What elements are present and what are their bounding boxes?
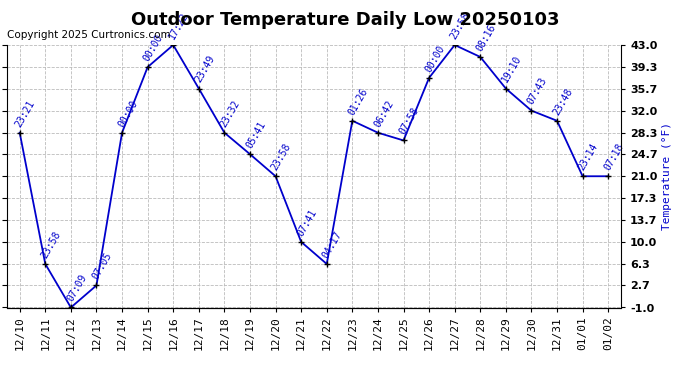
Text: 00:00: 00:00	[116, 98, 139, 129]
Text: 23:58: 23:58	[39, 230, 63, 260]
Text: 08:16: 08:16	[475, 22, 497, 53]
Text: 05:41: 05:41	[244, 120, 268, 150]
Text: Copyright 2025 Curtronics.com: Copyright 2025 Curtronics.com	[7, 30, 170, 40]
Text: 23:48: 23:48	[551, 86, 575, 117]
Text: 01:26: 01:26	[346, 86, 370, 117]
Text: 23:58: 23:58	[448, 10, 472, 41]
Text: 07:05: 07:05	[90, 251, 114, 281]
Text: 07:18: 07:18	[602, 142, 626, 172]
Text: 07:58: 07:58	[397, 106, 421, 136]
Text: 19:10: 19:10	[500, 54, 523, 84]
Text: 07:43: 07:43	[526, 76, 549, 106]
Text: Outdoor Temperature Daily Low 20250103: Outdoor Temperature Daily Low 20250103	[130, 11, 560, 29]
Text: 06:42: 06:42	[372, 98, 395, 129]
Text: 04:17: 04:17	[321, 230, 344, 260]
Text: 23:32: 23:32	[219, 98, 242, 129]
Y-axis label: Temperature (°F): Temperature (°F)	[662, 122, 672, 230]
Text: 07:09: 07:09	[65, 273, 88, 303]
Text: 23:21: 23:21	[14, 98, 37, 129]
Text: 17:22: 17:22	[168, 10, 190, 41]
Text: 00:00: 00:00	[423, 43, 446, 74]
Text: 00:00: 00:00	[141, 33, 165, 63]
Text: 23:49: 23:49	[193, 54, 216, 84]
Text: 23:58: 23:58	[270, 142, 293, 172]
Text: 23:14: 23:14	[577, 142, 600, 172]
Text: 07:41: 07:41	[295, 207, 319, 238]
